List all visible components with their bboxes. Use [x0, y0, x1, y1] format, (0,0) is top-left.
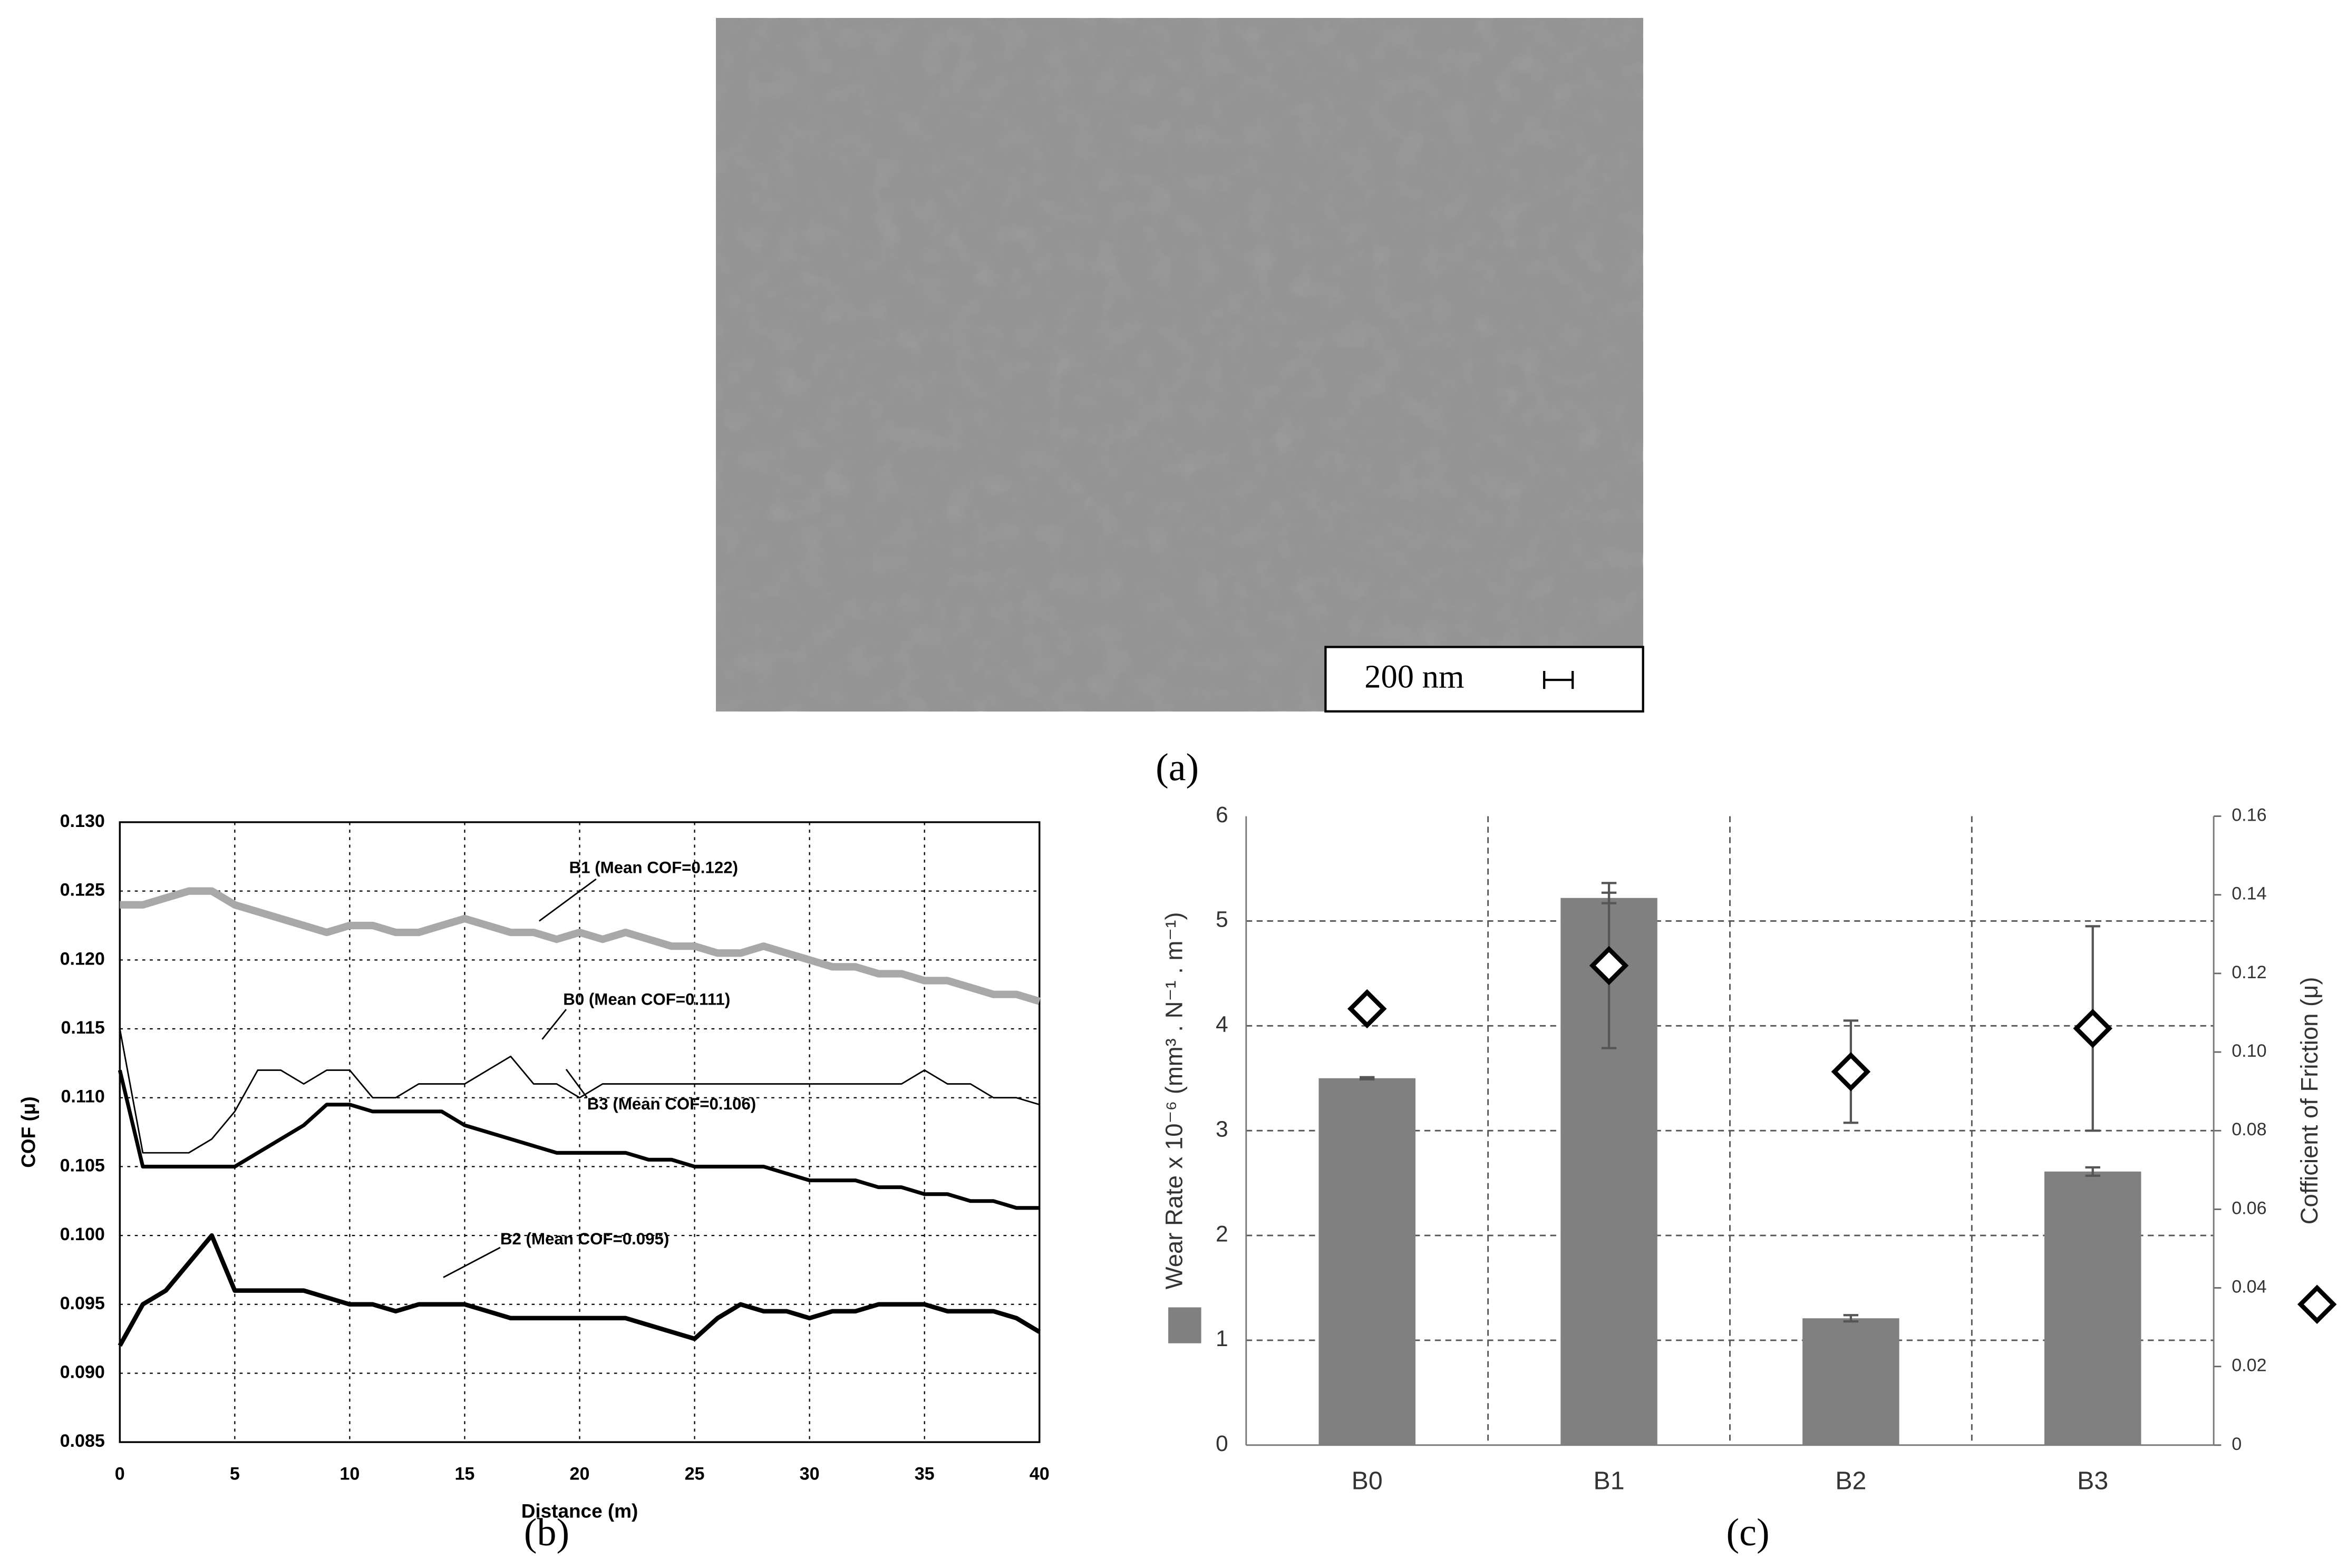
error-bar	[1360, 1076, 1375, 1080]
x-tick-label: 25	[685, 1464, 705, 1484]
bar	[1318, 1078, 1415, 1445]
marker	[1831, 1052, 1871, 1092]
y-axis-label: Wear Rate x 10⁻⁶ (mm³ . N⁻¹ . m⁻¹)	[1160, 912, 1187, 1289]
marker	[2073, 1009, 2113, 1048]
bar	[1802, 1318, 1899, 1445]
annotations: B1 (Mean COF=0.122) B0 (Mean COF=0.111) …	[443, 858, 756, 1278]
x-tick-label: 10	[340, 1464, 360, 1484]
y-tick-label: 0.095	[60, 1293, 105, 1313]
y-tick-label: 2	[1216, 1221, 1228, 1246]
panel-label: (c)	[1727, 1511, 1770, 1554]
x-tick-label: B1	[1594, 1467, 1625, 1495]
y-tick-label: 0.120	[60, 949, 105, 969]
annotation: B3 (Mean COF=0.106)	[587, 1095, 756, 1113]
y-tick-label: 1	[1216, 1326, 1228, 1351]
leader-line	[565, 1068, 588, 1098]
y-axis-label: COF (μ)	[18, 1096, 40, 1167]
annotation: B0 (Mean COF=0.111)	[563, 990, 730, 1008]
y2-tick-label: 0.02	[2232, 1356, 2266, 1376]
marker	[1347, 989, 1387, 1029]
y2-tick-label: 0.14	[2232, 884, 2266, 904]
series-line	[118, 1233, 1041, 1347]
y2-axis-label: Cofficient of Friction (μ)	[2296, 977, 2323, 1225]
legend-swatch	[2297, 1284, 2337, 1324]
scale-bar	[1543, 670, 1574, 689]
x-tick-label: B0	[1352, 1467, 1383, 1495]
plot-frame	[119, 821, 1041, 1443]
y-tick-label: 0.090	[60, 1362, 105, 1382]
error-bar	[1843, 1314, 1859, 1323]
micrograph: 200 nm	[716, 18, 1644, 713]
y-tick-label: 0.115	[61, 1018, 104, 1038]
bar	[2044, 1171, 2141, 1445]
micrograph-texture	[716, 18, 1643, 712]
y-tick-label: 0.130	[60, 811, 105, 831]
annotation: B2 (Mean COF=0.095)	[500, 1230, 669, 1248]
y2-tick-label: 0	[2232, 1434, 2242, 1454]
x-tick-label: 35	[915, 1464, 935, 1484]
annotation: B1 (Mean COF=0.122)	[569, 858, 738, 876]
panel-label: (b)	[524, 1511, 569, 1554]
series-line	[120, 887, 1041, 1005]
x-tick-label: 40	[1030, 1464, 1050, 1484]
series-line	[119, 1028, 1040, 1154]
x-tick-label: B2	[1835, 1467, 1866, 1495]
x-tick-label: 30	[800, 1464, 820, 1484]
series-line	[118, 1069, 1040, 1210]
scale-bar-label: 200 nm	[1364, 658, 1464, 695]
leader-line	[538, 878, 597, 922]
y-tick-label: 0.105	[60, 1155, 105, 1175]
panel-label: (a)	[1156, 745, 1199, 788]
x-tick-label: 0	[115, 1464, 125, 1484]
y-tick-label: 0.110	[61, 1087, 104, 1107]
y2-tick-label: 0.12	[2232, 962, 2266, 982]
y-tick-label: 0.125	[60, 880, 105, 900]
error-bar	[2085, 1166, 2100, 1177]
y-tick-label: 4	[1216, 1012, 1228, 1037]
y-tick-label: 0.085	[60, 1431, 105, 1451]
y-tick-label: 3	[1216, 1116, 1228, 1142]
y2-tick-label: 0.04	[2232, 1277, 2266, 1297]
y-tick-label: 6	[1216, 802, 1228, 827]
leader-line	[443, 1246, 501, 1278]
x-tick-label: 20	[570, 1464, 590, 1484]
y-tick-label: 5	[1216, 907, 1228, 932]
leader-line	[541, 1009, 567, 1040]
y-tick-label: 0.100	[60, 1224, 105, 1244]
marker	[1589, 946, 1629, 986]
x-tick-label: B3	[2077, 1467, 2108, 1495]
legend-swatch	[1168, 1307, 1201, 1343]
y-tick-label: 0	[1216, 1431, 1228, 1456]
y2-tick-label: 0.06	[2232, 1198, 2266, 1218]
y2-tick-label: 0.16	[2232, 805, 2266, 825]
x-tick-label: 5	[230, 1464, 240, 1484]
x-axis-label: Distance (m)	[521, 1500, 638, 1522]
y2-tick-label: 0.10	[2232, 1041, 2266, 1061]
y2-tick-label: 0.08	[2232, 1119, 2266, 1140]
scale-bar-box	[1324, 646, 1644, 713]
x-tick-label: 15	[454, 1464, 474, 1484]
